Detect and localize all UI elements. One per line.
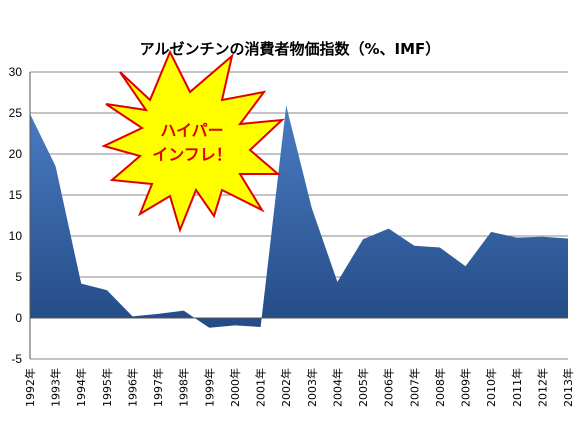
- x-tick-label: 2007年: [407, 368, 421, 407]
- y-tick-label: 15: [9, 188, 23, 202]
- y-tick-label: 25: [9, 106, 23, 120]
- x-tick-label: 1995年: [100, 368, 114, 407]
- x-tick-label: 2009年: [459, 368, 473, 407]
- starburst-shape: [101, 49, 285, 234]
- burst-text-line-2: インフレ！: [152, 145, 232, 164]
- data-area: [30, 105, 568, 328]
- x-tick-label: 2013年: [561, 368, 575, 407]
- x-tick-label: 2005年: [356, 368, 370, 407]
- x-tick-label: 1993年: [49, 368, 63, 407]
- x-tick-label: 2006年: [382, 368, 396, 407]
- x-tick-label: 1996年: [126, 368, 140, 407]
- x-tick-label: 2001年: [254, 368, 268, 407]
- y-axis-ticks: -5 0 5 10 15 20 25 30: [9, 65, 23, 366]
- burst-text-line-1: ハイパー: [160, 121, 223, 140]
- x-tick-label: 1992年: [23, 368, 37, 407]
- x-tick-label: 2000年: [228, 368, 242, 407]
- series-area: [30, 105, 568, 328]
- x-tick-label: 2010年: [484, 368, 498, 407]
- x-tick-label: 2011年: [510, 368, 524, 407]
- y-tick-label: 30: [9, 65, 23, 79]
- x-tick-label: 2002年: [279, 368, 293, 407]
- x-tick-label: 1999年: [202, 368, 216, 407]
- x-tick-label: 1994年: [74, 368, 88, 407]
- x-axis-ticks: 1992年 1993年 1994年 1995年 1996年 1997年 1998年 1999年…: [23, 368, 575, 407]
- y-tick-label: 20: [9, 147, 23, 161]
- x-tick-label: 2012年: [535, 368, 549, 407]
- x-tick-label: 2004年: [330, 368, 344, 407]
- y-tick-label: -5: [11, 352, 22, 366]
- chart-title: アルゼンチンの消費者物価指数（%、IMF）: [140, 40, 441, 58]
- x-tick-label: 1997年: [151, 368, 165, 407]
- x-tick-label: 2008年: [433, 368, 447, 407]
- y-tick-label: 0: [15, 311, 22, 325]
- y-tick-label: 5: [15, 270, 22, 284]
- x-tick-label: 2003年: [305, 368, 319, 407]
- axes: [29, 72, 568, 359]
- y-tick-label: 10: [9, 229, 23, 243]
- hyperinflation-burst: ハイパー インフレ！: [101, 49, 285, 234]
- x-tick-label: 1998年: [177, 368, 191, 407]
